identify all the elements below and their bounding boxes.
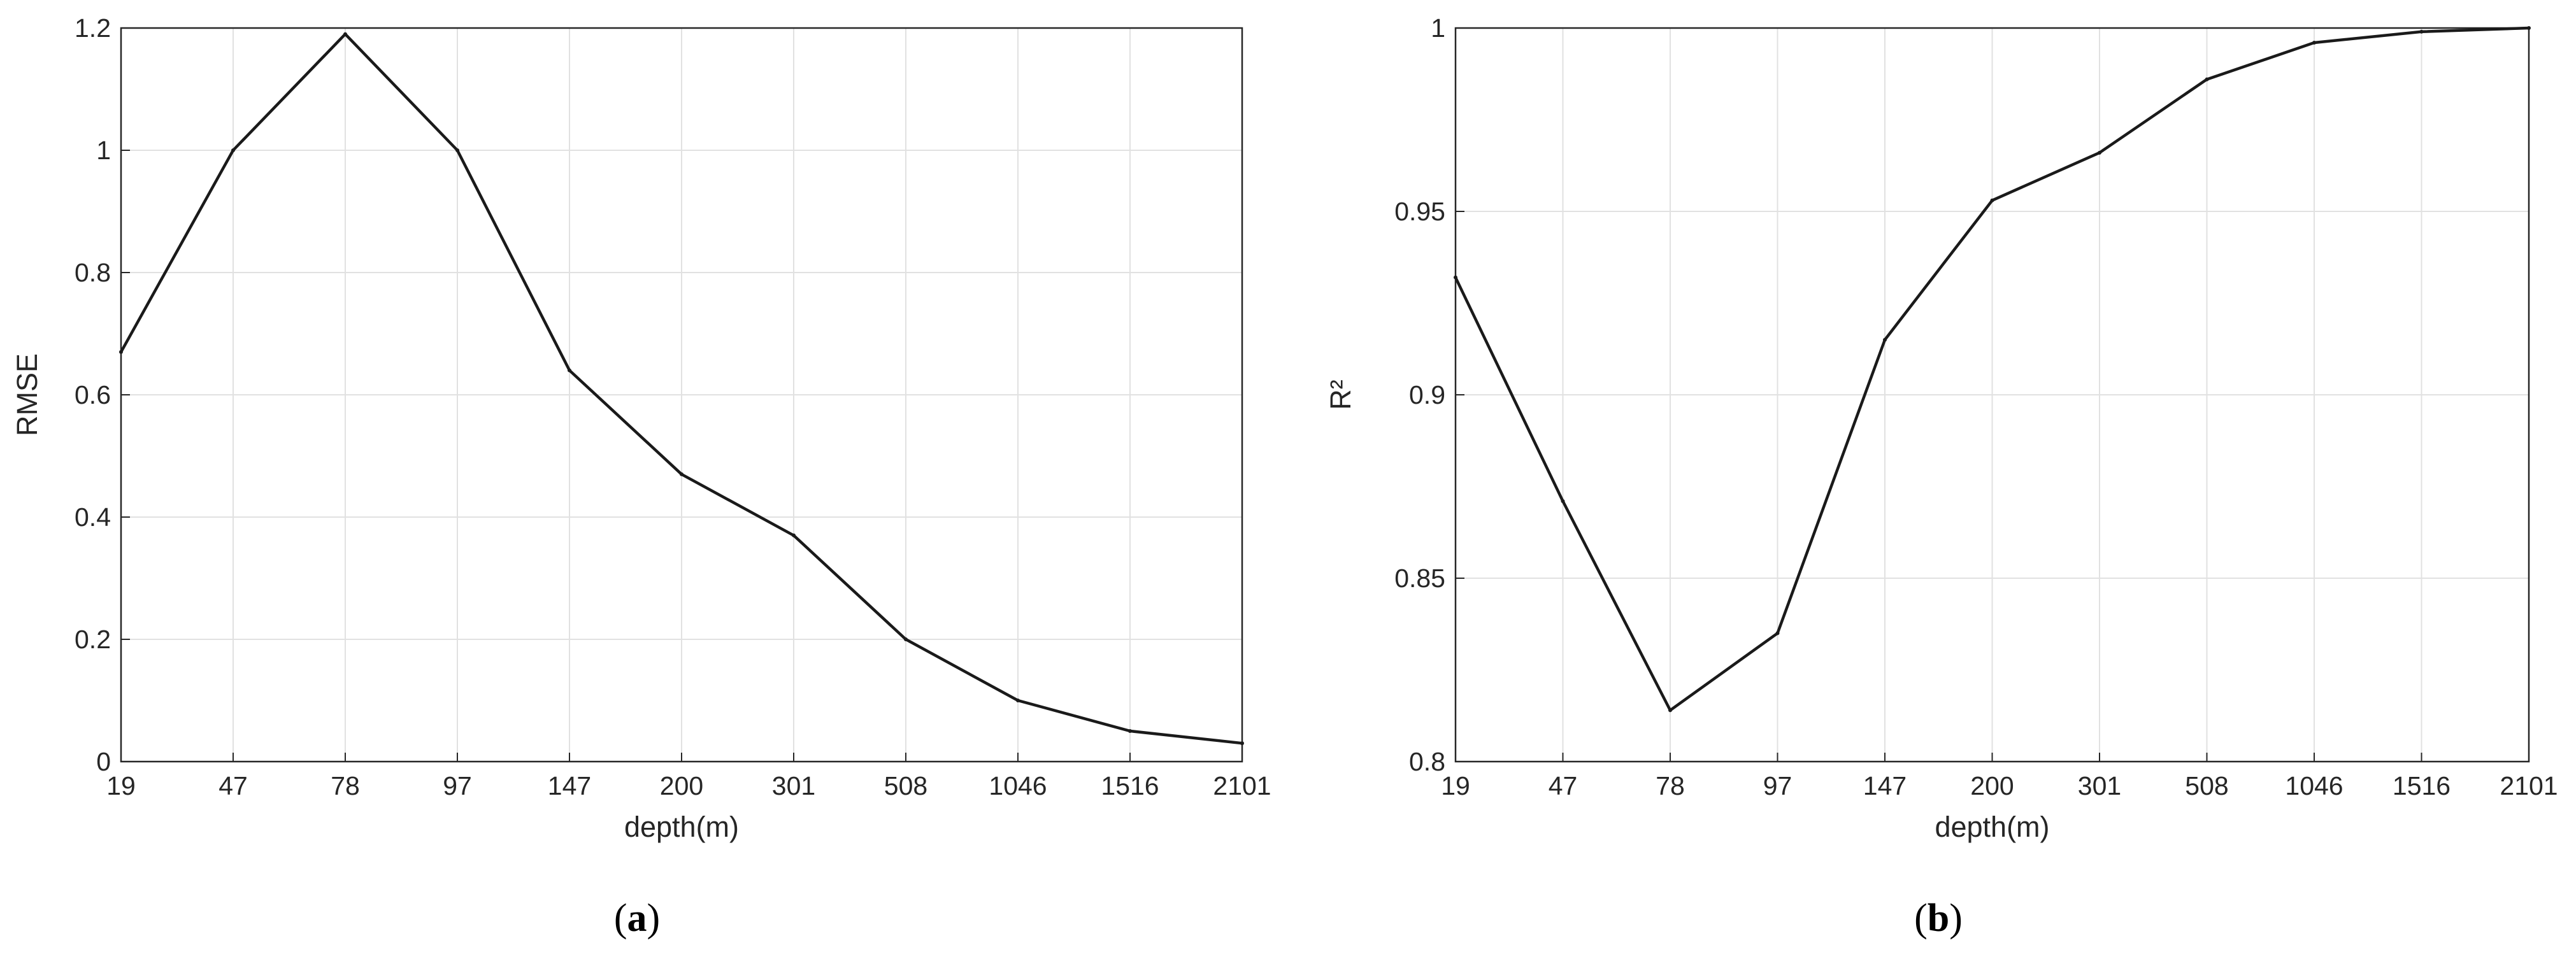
x-tick-label: 508 <box>884 771 927 800</box>
x-axis-label: depth(m) <box>624 811 739 843</box>
panel-letter: b <box>1928 897 1949 940</box>
data-point <box>1561 499 1565 504</box>
y-tick-label: 1 <box>96 136 111 165</box>
chart-panel-b: 19 47 78 97 147 200 301 508 1046 1516 2101 0.8 0.85 0… <box>1324 13 2558 940</box>
data-point <box>1883 337 1887 342</box>
data-point <box>231 148 235 152</box>
x-tick-label: 97 <box>1763 771 1792 800</box>
data-point <box>1128 729 1132 733</box>
x-tick-label: 2101 <box>2500 771 2558 800</box>
x-tick-label: 47 <box>1549 771 1578 800</box>
y-axis-label: R² <box>1324 380 1357 409</box>
data-point <box>1454 275 1457 280</box>
data-point <box>2419 29 2424 34</box>
data-point <box>1668 708 1672 713</box>
x-tick-label: 47 <box>218 771 248 800</box>
panel-letter: a <box>627 897 647 940</box>
data-point <box>2527 26 2531 30</box>
x-tick-label: 301 <box>2078 771 2121 800</box>
y-tick-label: 1 <box>1431 13 1445 43</box>
data-point <box>1016 699 1020 702</box>
x-tick-label: 1046 <box>2285 771 2343 800</box>
x-tick-label: 200 <box>1970 771 2014 800</box>
data-point <box>1775 631 1780 636</box>
data-point <box>680 472 683 476</box>
y-tick-label: 0 <box>96 747 111 776</box>
data-point <box>2098 150 2101 155</box>
x-tick-label: 78 <box>331 771 360 800</box>
x-tick-label: 1516 <box>2393 771 2451 800</box>
y-tick-label: 0.8 <box>75 258 111 287</box>
panel-caption: (a) <box>614 897 660 940</box>
x-tick-label: 78 <box>1656 771 1685 800</box>
x-tick-label: 19 <box>1441 771 1470 800</box>
y-tick-label: 0.2 <box>75 625 111 654</box>
y-axis-label: RMSE <box>11 353 43 436</box>
x-tick-label: 147 <box>1863 771 1907 800</box>
y-tick-label: 0.8 <box>1409 747 1445 776</box>
y-tick-label: 0.85 <box>1394 564 1445 593</box>
y-tick-label: 0.95 <box>1394 197 1445 226</box>
x-tick-label: 1046 <box>989 771 1047 800</box>
chart-panel-a: 19 47 78 97 147 200 301 508 1046 1516 2101 0 0.2 0.4 0… <box>11 13 1271 940</box>
x-tick-label: 1516 <box>1101 771 1159 800</box>
x-tick-label: 200 <box>660 771 703 800</box>
x-tick-label: 97 <box>443 771 472 800</box>
data-point <box>568 368 571 373</box>
y-tick-label: 0.9 <box>1409 380 1445 409</box>
y-tick-label: 1.2 <box>75 13 111 43</box>
x-tick-label: 147 <box>548 771 591 800</box>
panel-caption: (b) <box>1914 897 1963 940</box>
data-point <box>904 637 908 641</box>
data-point <box>455 148 459 152</box>
x-tick-label: 508 <box>2185 771 2228 800</box>
data-point <box>1240 741 1244 746</box>
x-tick-label: 301 <box>772 771 815 800</box>
x-axis-label: depth(m) <box>1935 811 2049 843</box>
y-tick-label: 0.6 <box>75 380 111 409</box>
x-tick-label: 19 <box>106 771 136 800</box>
data-point <box>343 32 347 36</box>
axes-box <box>1454 27 2530 763</box>
y-tick-label: 0.4 <box>75 502 111 532</box>
data-point <box>119 350 123 354</box>
data-point <box>1990 198 1994 202</box>
data-point <box>2312 41 2316 45</box>
data-point <box>792 533 796 537</box>
x-tick-label: 2101 <box>1213 771 1271 800</box>
axes-box <box>120 27 1243 763</box>
data-point <box>2205 77 2209 82</box>
